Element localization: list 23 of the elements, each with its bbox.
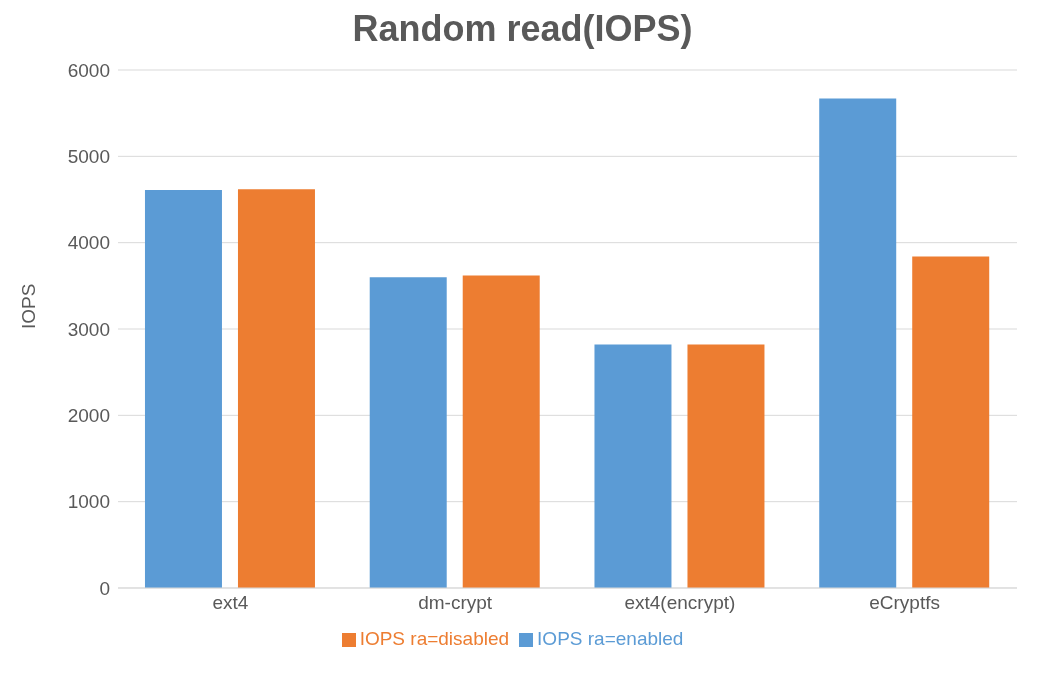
bar	[912, 256, 990, 588]
y-tick-label: 5000	[67, 146, 110, 168]
bar	[819, 98, 897, 588]
y-axis-title: IOPS	[17, 283, 39, 329]
bar	[144, 190, 222, 588]
x-tick-label: ext4(encrypt)	[624, 592, 736, 614]
bar	[369, 277, 447, 588]
x-tick-label: ext4	[212, 592, 249, 614]
x-tick-label: eCryptfs	[869, 592, 940, 614]
y-tick-label: 2000	[67, 405, 110, 427]
x-tick-label: dm-crypt	[418, 592, 493, 614]
legend-label: IOPS ra=disabled	[359, 628, 510, 649]
y-tick-label: 4000	[67, 232, 110, 254]
bar	[462, 275, 540, 588]
y-tick-label: 3000	[67, 318, 110, 340]
y-tick-label: 1000	[67, 491, 110, 513]
bar	[594, 344, 672, 588]
y-tick-label: 0	[99, 577, 110, 599]
legend-label: IOPS ra=enabled	[537, 628, 684, 649]
bar	[687, 344, 765, 588]
bar	[237, 189, 315, 588]
chart-title: Random read(IOPS)	[351, 8, 694, 50]
y-tick-label: 6000	[67, 59, 110, 81]
